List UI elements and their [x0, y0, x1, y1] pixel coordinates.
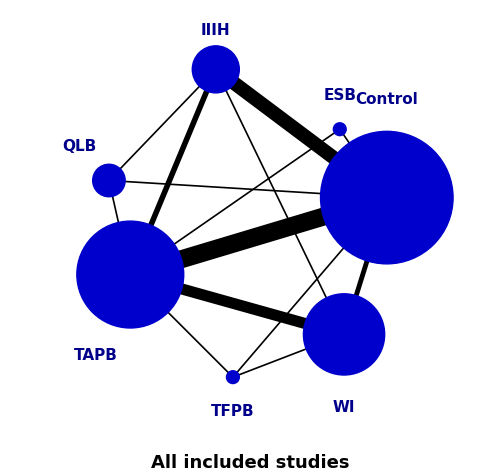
Text: WI: WI: [333, 399, 355, 415]
Text: All included studies: All included studies: [151, 454, 349, 472]
Circle shape: [334, 123, 346, 136]
Text: ESB: ESB: [324, 87, 356, 103]
Circle shape: [320, 131, 453, 264]
Text: QLB: QLB: [62, 139, 96, 154]
Text: Control: Control: [356, 92, 418, 107]
Text: IIIH: IIIH: [201, 23, 230, 38]
Circle shape: [77, 221, 184, 328]
Circle shape: [304, 294, 384, 375]
Text: TFPB: TFPB: [211, 404, 254, 419]
Text: TAPB: TAPB: [74, 348, 118, 363]
Circle shape: [92, 164, 125, 197]
Circle shape: [226, 370, 239, 384]
Circle shape: [192, 46, 240, 93]
